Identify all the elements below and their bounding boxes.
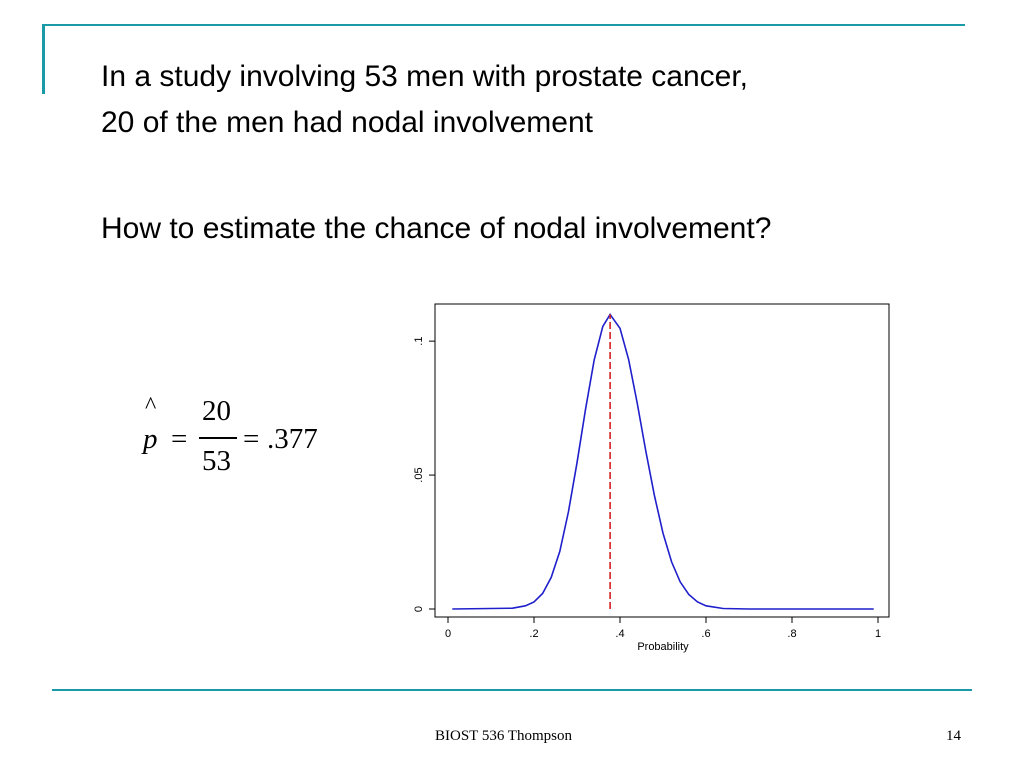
x-axis-label: Probability [637, 641, 689, 653]
slide-text-line-1: In a study involving 53 men with prostat… [101, 60, 749, 93]
x-tick-label: .4 [615, 628, 624, 640]
bottom-accent-rule [52, 689, 972, 691]
top-accent-rule [42, 24, 965, 26]
y-tick-label: .05 [413, 467, 425, 482]
plot-frame [434, 303, 890, 618]
equals-sign-2: = [243, 423, 260, 455]
page-number: 14 [946, 728, 961, 744]
estimate-formula: ^ p = 20 53 = .377 [143, 393, 343, 485]
x-tick-label: 0 [445, 628, 451, 640]
hat-symbol: ^ [145, 393, 157, 419]
y-tick-label: 0 [413, 606, 425, 612]
x-tick-label: .8 [787, 628, 796, 640]
probability-curve-chart: 0 .05 .1 0 .2 .4 .6 .8 1 Probability [413, 303, 890, 653]
x-tick-label: .6 [701, 628, 710, 640]
y-axis: 0 .05 .1 [413, 337, 435, 612]
slide-question: How to estimate the chance of nodal invo… [101, 212, 772, 245]
fraction-bar [199, 437, 237, 439]
x-tick-label: 1 [875, 628, 881, 640]
x-axis: 0 .2 .4 .6 .8 1 [445, 617, 881, 640]
series-line [452, 312, 874, 610]
variable-p: p [143, 423, 158, 455]
numerator: 20 [202, 395, 231, 427]
x-tick-label: .2 [529, 628, 538, 640]
y-tick-label: .1 [413, 337, 425, 346]
footer-title: BIOST 536 Thompson [435, 728, 572, 744]
slide-text-line-2: 20 of the men had nodal involvement [101, 106, 593, 139]
result-value: .377 [267, 423, 318, 455]
left-accent-bar [42, 26, 45, 94]
denominator: 53 [202, 445, 231, 477]
equals-sign-1: = [171, 423, 188, 455]
